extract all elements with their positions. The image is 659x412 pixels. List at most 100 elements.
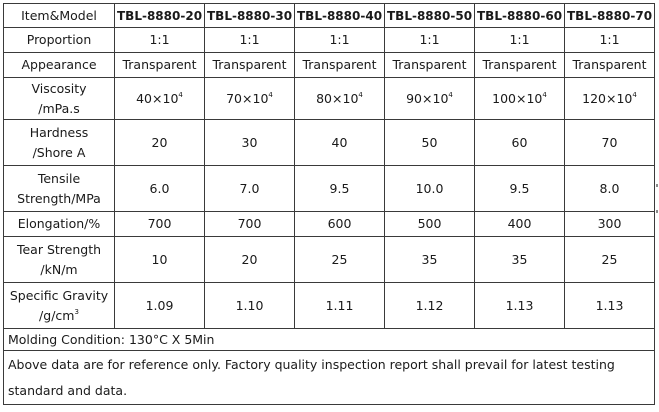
value-cell: 100×104	[474, 77, 565, 120]
property-label-line: Hardness	[29, 124, 89, 140]
model-header-cell: TBL-8880-70	[564, 3, 655, 28]
value-cell: 50	[384, 119, 475, 166]
spec-row: Elongation/% 700 700 600 500 400 300	[3, 211, 655, 237]
value-cell: Transparent	[474, 52, 565, 78]
spec-sheet: Item&Model TBL-8880-20 TBL-8880-30 TBL-8…	[3, 3, 655, 405]
model-header-cell: TBL-8880-30	[204, 3, 295, 28]
spec-row: Hardness/Shore A 20 30 40 50 60 70	[3, 119, 655, 166]
property-label-line: /kN/m	[40, 261, 78, 277]
exponent-superscript: 4	[178, 90, 183, 99]
value-cell: 700	[204, 211, 295, 237]
value-cell: 40×104	[114, 77, 205, 120]
value-cell: Transparent	[294, 52, 385, 78]
value-cell: 30	[204, 119, 295, 166]
value-cell: 20	[204, 236, 295, 283]
value-cell: 90×104	[384, 77, 475, 120]
value-cell: 1:1	[294, 27, 385, 53]
property-label-line: Elongation/%	[17, 216, 101, 231]
model-header-cell: TBL-8880-60	[474, 3, 565, 28]
value-cell: 500	[384, 211, 475, 237]
molding-condition: Molding Condition: 130°C X 5Min	[3, 328, 655, 351]
value-cell: Transparent	[114, 52, 205, 78]
value-cell: 1:1	[114, 27, 205, 53]
value-cell: 10.0	[384, 165, 475, 212]
spec-row: Tensile Strength/MPa 6.0 7.0 9.5 10.0 9.5 8.0	[3, 165, 655, 212]
value-cell: 400	[474, 211, 565, 237]
item-model-header: Item&Model	[3, 3, 115, 28]
property-label-line: /mPa.s	[38, 100, 80, 116]
exponent-superscript: 4	[358, 90, 363, 99]
value-cell: 70×104	[204, 77, 295, 120]
value-cell: 1.12	[384, 282, 475, 329]
exponent-superscript: 4	[542, 90, 547, 99]
value-cell: 6.0	[114, 165, 205, 212]
value-cell: Transparent	[384, 52, 475, 78]
property-label: Tensile Strength/MPa	[3, 165, 115, 212]
property-label-line: /g/cm3	[39, 307, 79, 323]
value-cell: 8.0	[564, 165, 655, 212]
value-cell: 1.11	[294, 282, 385, 329]
property-label: Tear Strength/kN/m	[3, 236, 115, 283]
value-cell: 80×104	[294, 77, 385, 120]
value-cell: 1:1	[204, 27, 295, 53]
disclaimer-text: Above data are for reference only. Facto…	[3, 350, 655, 405]
value-cell: 1.13	[474, 282, 565, 329]
value-cell: 35	[384, 236, 475, 283]
model-header-cell: TBL-8880-40	[294, 3, 385, 28]
spec-table: Item&Model TBL-8880-20 TBL-8880-30 TBL-8…	[3, 3, 655, 405]
spec-row: Appearance Transparent Transparent Transpar…	[3, 52, 655, 78]
value-cell: 700	[114, 211, 205, 237]
value-cell: 7.0	[204, 165, 295, 212]
property-label: Elongation/%	[3, 211, 115, 237]
model-header-cell: TBL-8880-50	[384, 3, 475, 28]
spec-row: Viscosity/mPa.s 40×104 70×104 80×104 90×104 1…	[3, 77, 655, 120]
property-label: Proportion	[3, 27, 115, 53]
value-cell: 9.5	[294, 165, 385, 212]
edge-tick-mark	[656, 184, 658, 187]
value-cell: 35	[474, 236, 565, 283]
value-cell: Transparent	[564, 52, 655, 78]
value-cell: 1.13	[564, 282, 655, 329]
value-cell: 40	[294, 119, 385, 166]
property-label-line: Proportion	[26, 32, 92, 47]
value-cell: 25	[294, 236, 385, 283]
spec-row: Tear Strength/kN/m 10 20 25 35 35 25	[3, 236, 655, 283]
value-cell: 20	[114, 119, 205, 166]
property-label-line: Strength/MPa	[17, 190, 101, 206]
disclaimer-row: Above data are for reference only. Facto…	[3, 350, 655, 405]
model-header-cell: TBL-8880-20	[114, 3, 205, 28]
property-label-line: Specific Gravity	[9, 287, 109, 303]
value-cell: Transparent	[204, 52, 295, 78]
exponent-superscript: 4	[448, 90, 453, 99]
edge-tick-mark	[656, 210, 658, 213]
value-cell: 1:1	[564, 27, 655, 53]
spec-row: Proportion 1:1 1:1 1:1 1:1 1:1 1:1	[3, 27, 655, 53]
spec-table-body: Item&Model TBL-8880-20 TBL-8880-30 TBL-8…	[3, 3, 655, 405]
value-cell: 1:1	[474, 27, 565, 53]
property-label: Viscosity/mPa.s	[3, 77, 115, 120]
unit-superscript: 3	[74, 307, 79, 316]
value-cell: 9.5	[474, 165, 565, 212]
property-label-line: Tear Strength	[16, 241, 102, 257]
property-label-line: /Shore A	[32, 144, 86, 160]
property-label-line: Viscosity	[31, 80, 87, 96]
value-cell: 1.09	[114, 282, 205, 329]
value-cell: 1:1	[384, 27, 475, 53]
property-label: Appearance	[3, 52, 115, 78]
molding-condition-row: Molding Condition: 130°C X 5Min	[3, 328, 655, 351]
value-cell: 600	[294, 211, 385, 237]
property-label-line: Appearance	[21, 57, 97, 72]
value-cell: 1.10	[204, 282, 295, 329]
property-label: Specific Gravity/g/cm3	[3, 282, 115, 329]
header-row: Item&Model TBL-8880-20 TBL-8880-30 TBL-8…	[3, 3, 655, 28]
property-label: Hardness/Shore A	[3, 119, 115, 166]
value-cell: 60	[474, 119, 565, 166]
exponent-superscript: 4	[632, 90, 637, 99]
exponent-superscript: 4	[268, 90, 273, 99]
value-cell: 70	[564, 119, 655, 166]
value-cell: 10	[114, 236, 205, 283]
value-cell: 300	[564, 211, 655, 237]
property-label-line: Tensile	[37, 170, 81, 186]
spec-row: Specific Gravity/g/cm3 1.09 1.10 1.11 1.12 1.…	[3, 282, 655, 329]
value-cell: 25	[564, 236, 655, 283]
